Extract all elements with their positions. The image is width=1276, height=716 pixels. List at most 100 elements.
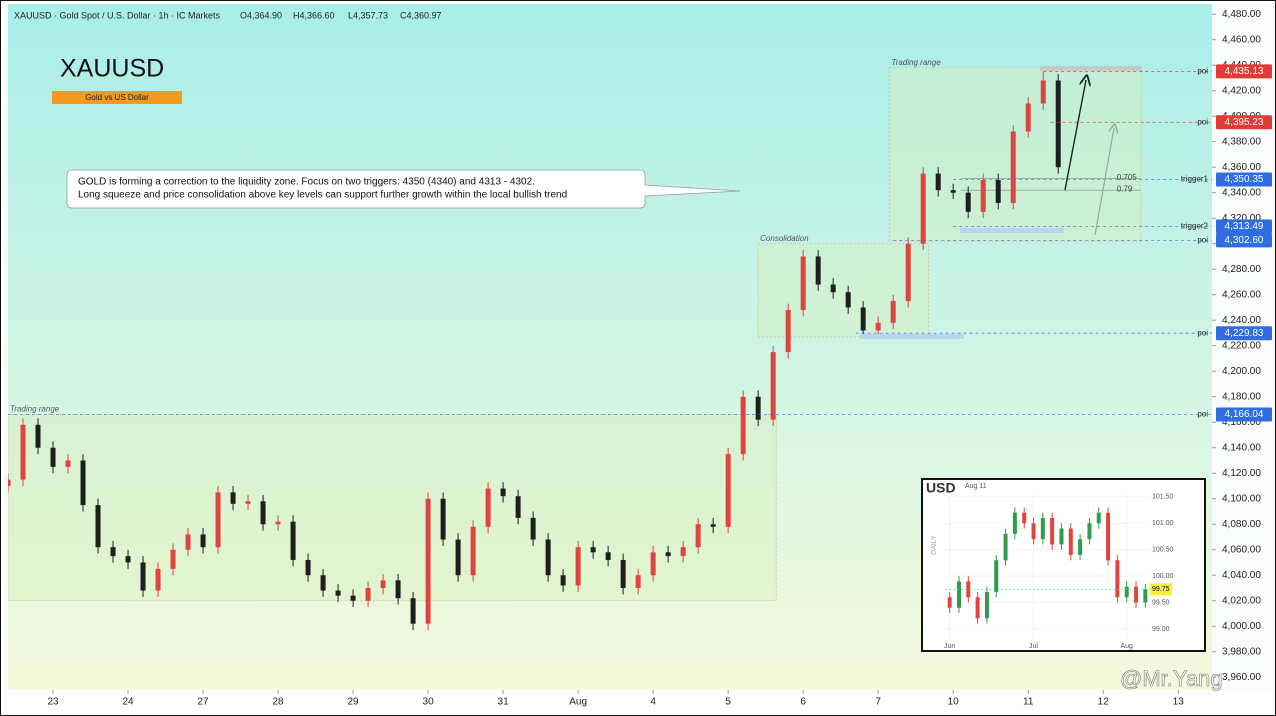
candle-body: [20, 424, 26, 480]
fib-label: 0.79: [1117, 184, 1133, 193]
candle-body: [485, 488, 491, 527]
price-tag-label: 4,302.60: [1225, 235, 1264, 246]
candle-body: [275, 521, 281, 525]
candle-body: [956, 581, 961, 608]
y-tick-label: 4,280.00: [1222, 264, 1261, 275]
zone: [8, 414, 777, 602]
x-tick-label: 28: [272, 697, 284, 708]
x-tick-label: 11: [1023, 697, 1034, 708]
candle-body: [350, 595, 356, 601]
candle-body: [965, 192, 971, 212]
price-tag: [1216, 172, 1272, 187]
candle-body: [65, 460, 71, 467]
y-tick-label: 101.50: [1152, 494, 1174, 501]
candle-body: [740, 396, 746, 455]
x-tick-label: 10: [948, 697, 960, 708]
candle-body: [620, 559, 626, 588]
candle-body: [1031, 523, 1036, 540]
candle-body: [995, 179, 1001, 203]
y-tick-label: 4,220.00: [1222, 340, 1261, 351]
y-tick-label: 100.50: [1152, 547, 1174, 554]
price-tag-label: 4,229.83: [1225, 328, 1264, 339]
candle-body: [305, 559, 311, 576]
y-tick-label: 4,320.00: [1222, 213, 1261, 224]
candle-body: [1115, 560, 1120, 598]
candle-body: [1078, 539, 1083, 555]
level-tag: poi: [1197, 117, 1208, 126]
x-tick-label: 27: [197, 697, 209, 708]
candle-body: [1012, 512, 1017, 534]
candle-body: [185, 534, 191, 550]
candle-body: [1106, 512, 1111, 561]
candle-body: [335, 590, 341, 596]
candle-body: [455, 539, 461, 576]
candle-body: [1022, 512, 1027, 524]
chart-title: XAUUSD · Gold Spot / U.S. Dollar · 1h · …: [14, 10, 221, 20]
x-tick-label: 4: [650, 697, 656, 708]
candle-body: [680, 547, 686, 557]
candle-body: [966, 581, 971, 598]
x-tick-label: 13: [1173, 697, 1185, 708]
last-price-label: 99.75: [1152, 586, 1170, 593]
y-tick-label: 99.50: [1152, 599, 1170, 606]
candle-body: [410, 598, 416, 624]
candle-body: [575, 547, 581, 586]
y-tick-label: 4,340.00: [1222, 187, 1261, 198]
candle-body: [1040, 517, 1045, 540]
candle-body: [1040, 80, 1046, 104]
x-tick-label: 12: [1098, 697, 1110, 708]
liquidity-zone: [1040, 66, 1142, 71]
liquidity-zone: [960, 228, 1064, 233]
candle-body: [875, 322, 881, 331]
symbol: XAUUSD: [60, 55, 164, 83]
ohlc-field: L4,357.73: [348, 10, 388, 20]
x-tick-label: 7: [875, 697, 881, 708]
y-tick-label: 4,380.00: [1222, 136, 1261, 147]
x-tick-label: Jun: [944, 643, 955, 650]
annotation: GOLD is forming a correction to the liqu…: [78, 177, 535, 188]
candle-body: [320, 575, 326, 591]
callout: [66, 169, 741, 209]
price-tag-label: 4,395.23: [1225, 117, 1264, 128]
candle-body: [605, 552, 611, 560]
x-tick-label: 5: [725, 697, 731, 708]
price-tag-label: 4,313.49: [1225, 221, 1264, 232]
candle-body: [984, 591, 989, 619]
candle-body: [905, 243, 911, 302]
annotation: Long squeeze and price consolidation abo…: [78, 190, 567, 201]
candle-body: [947, 597, 952, 608]
y-tick-label: 4,160.00: [1222, 417, 1261, 428]
y-tick-label: 3,980.00: [1222, 646, 1261, 657]
x-tick-label: 6: [800, 697, 806, 708]
candle-body: [1096, 512, 1101, 524]
y-tick-label: 4,100.00: [1222, 493, 1261, 504]
candle-body: [1059, 528, 1064, 545]
price-tag-label: 4,435.13: [1225, 66, 1264, 77]
candle-body: [35, 424, 41, 448]
candle-body: [815, 256, 821, 285]
price-tag-label: 4,166.04: [1225, 409, 1264, 420]
candle-body: [635, 575, 641, 588]
level-tag: poi: [1197, 236, 1208, 245]
candle-body: [890, 301, 896, 323]
candle-body: [380, 580, 386, 588]
axes: 3,960.00 3,980.00 4,000.00 4,020.00 4,040.00…: [47, 9, 1272, 708]
candle-body: [770, 352, 776, 420]
inset-chart: [921, 478, 1206, 652]
subtitle-badge: [52, 91, 182, 104]
candle-body: [125, 556, 131, 563]
level-tag: poi: [1197, 67, 1208, 76]
y-tick-label: 100.00: [1152, 573, 1174, 580]
candle-body: [215, 492, 221, 548]
x-tick-label: 30: [423, 697, 435, 708]
y-tick-label: 4,480.00: [1222, 9, 1261, 20]
zone-label: Consolidation: [760, 234, 809, 243]
candle-body: [860, 307, 866, 331]
zone-label: Trading range: [10, 405, 60, 414]
zone-label: Trading range: [891, 58, 941, 67]
candle-body: [140, 562, 146, 591]
price-tag: [1216, 326, 1272, 341]
y-tick-label: 4,020.00: [1222, 595, 1261, 606]
